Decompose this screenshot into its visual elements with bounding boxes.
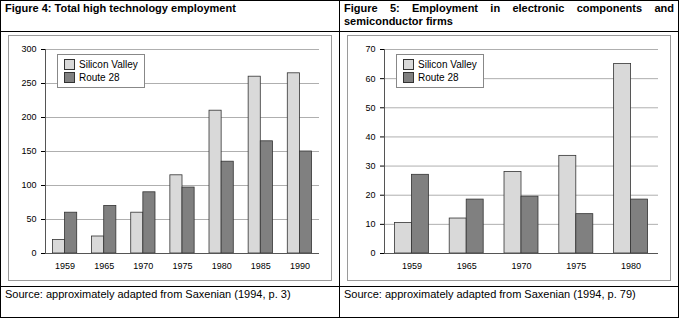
svg-text:1970: 1970 — [511, 261, 531, 271]
svg-text:70: 70 — [365, 44, 375, 54]
svg-text:60: 60 — [365, 74, 375, 84]
html-text:Silicon Valley: Silicon Valley — [79, 59, 138, 70]
svg-text:1980: 1980 — [621, 261, 641, 271]
svg-text:1959: 1959 — [55, 261, 75, 271]
svg-text:1990: 1990 — [290, 261, 310, 271]
svg-text:1970: 1970 — [133, 261, 153, 271]
svg-text:40: 40 — [365, 132, 375, 142]
svg-text:20: 20 — [365, 190, 375, 200]
svg-text:250: 250 — [21, 78, 36, 88]
svg-text:1959: 1959 — [402, 261, 422, 271]
svg-text:50: 50 — [26, 214, 36, 224]
html-text:Figure 4: Total high technolog: Figure 4: Total high technology employme… — [5, 2, 236, 14]
html-text:Source: approximately adapted: Source: approximately adapted from Saxen… — [344, 288, 636, 300]
svg-text:1975: 1975 — [172, 261, 192, 271]
svg-text:1965: 1965 — [457, 261, 477, 271]
svg-text:0: 0 — [31, 248, 36, 258]
svg-text:200: 200 — [21, 112, 36, 122]
svg-text:150: 150 — [21, 146, 36, 156]
svg-text:1980: 1980 — [212, 261, 232, 271]
svg-text:30: 30 — [365, 161, 375, 171]
html-text:Source: approximately adapted: Source: approximately adapted from Saxen… — [5, 288, 291, 300]
svg-text:0: 0 — [370, 248, 375, 258]
svg-text:10: 10 — [365, 219, 375, 229]
svg-text:1965: 1965 — [94, 261, 114, 271]
html-text:Route 28: Route 28 — [418, 72, 459, 83]
html-text:Route 28: Route 28 — [79, 72, 120, 83]
svg-text:100: 100 — [21, 180, 36, 190]
html-text:Silicon Valley: Silicon Valley — [418, 59, 477, 70]
svg-text:50: 50 — [365, 103, 375, 113]
svg-text:1975: 1975 — [566, 261, 586, 271]
svg-text:300: 300 — [21, 44, 36, 54]
svg-text:1985: 1985 — [251, 261, 271, 271]
html-text:Figure 5: Employment in electr: Figure 5: Employment in electronic compo… — [344, 2, 674, 27]
